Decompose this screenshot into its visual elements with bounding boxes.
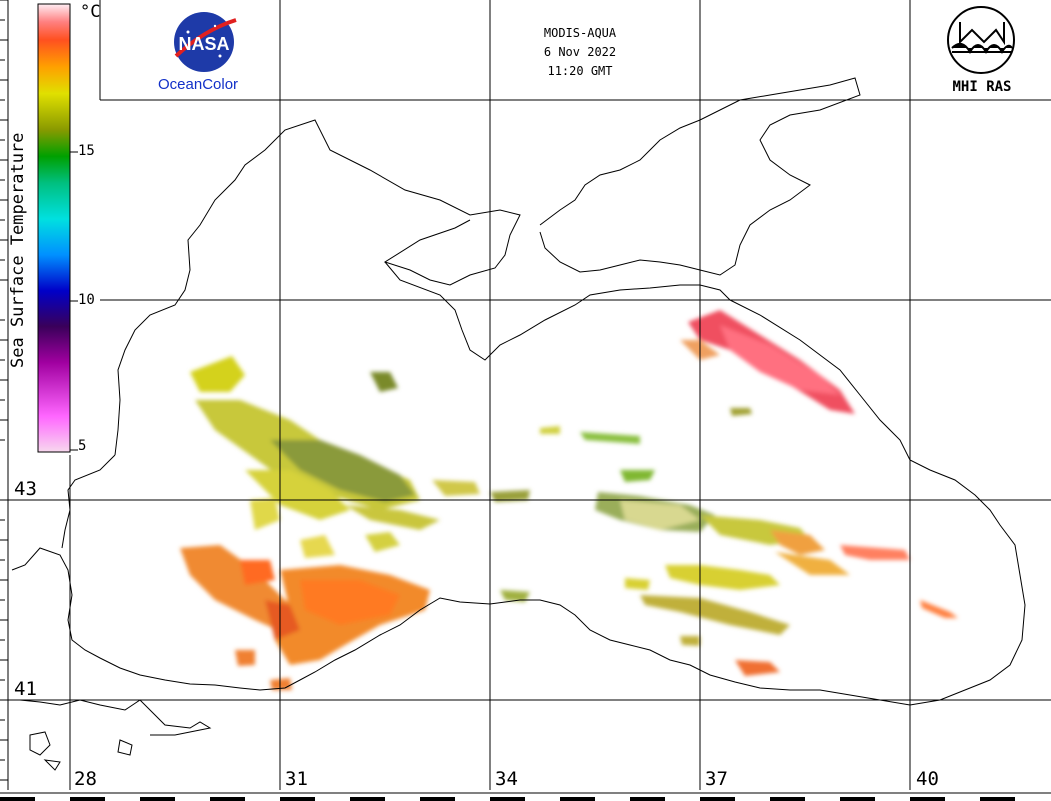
legend-unit: °C: [80, 2, 101, 22]
time-label: 11:20 GMT: [547, 64, 613, 78]
lon-label-37: 37: [705, 768, 728, 790]
oceancolor-text: OceanColor: [158, 76, 239, 93]
lon-label-31: 31: [285, 768, 308, 790]
date-label: 6 Nov 2022: [543, 45, 617, 59]
mhi-ras-logo: [947, 6, 1015, 74]
image-info: MODIS-AQUA 6 Nov 2022 11:20 GMT: [520, 24, 640, 81]
legend-tick-10: 10: [78, 292, 95, 308]
lat-label-41: 41: [14, 678, 37, 700]
sst-data-patches: [180, 310, 958, 690]
lon-label-28: 28: [74, 768, 97, 790]
sensor-label: MODIS-AQUA: [543, 26, 617, 40]
mhi-ras-text: MHI RAS: [952, 79, 1012, 95]
lon-label-34: 34: [495, 768, 518, 790]
legend-title: Sea Surface Temperature: [8, 132, 28, 368]
bottom-ruler: [0, 792, 1051, 801]
legend-tick-15: 15: [78, 143, 95, 159]
lon-label-40: 40: [916, 768, 939, 790]
nasa-logo: NASA: [174, 12, 237, 72]
lat-label-43: 43: [14, 478, 37, 500]
legend-tick-5: 5: [78, 438, 87, 454]
nasa-logo-text: NASA: [178, 34, 229, 54]
coastline: [11, 77, 1026, 771]
left-ruler: [0, 0, 9, 790]
legend-colorbar: [37, 3, 78, 453]
